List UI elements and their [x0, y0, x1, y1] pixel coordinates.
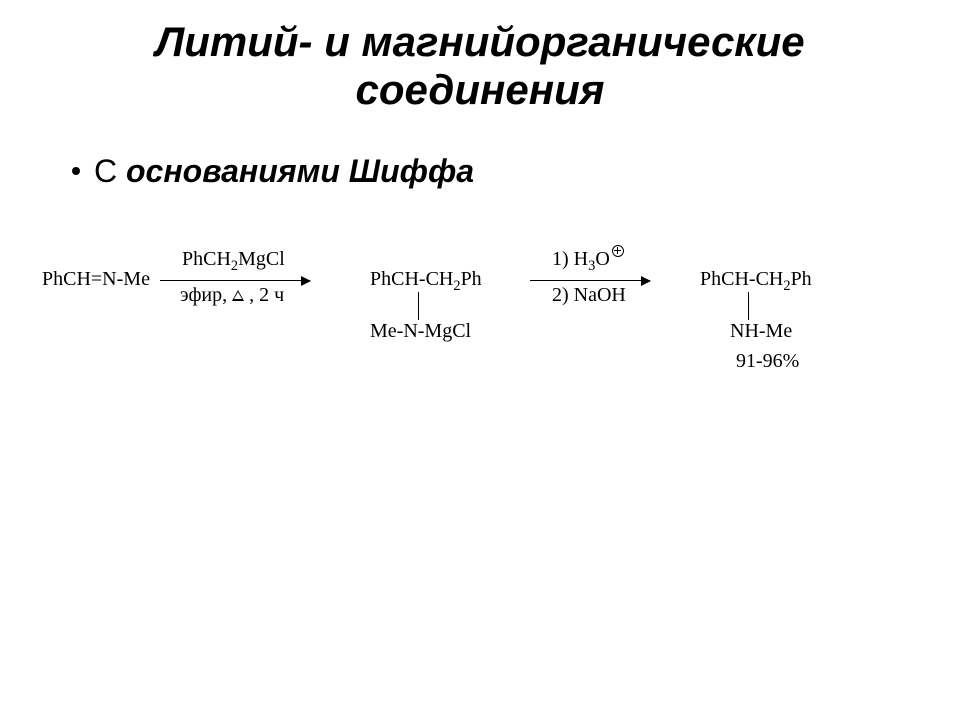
intermediate-top-sub: 2 [453, 278, 460, 294]
bullet-lead: С [94, 153, 126, 189]
bullet-dot-icon [72, 167, 80, 175]
oplus-charge-icon [612, 245, 624, 257]
arrow2-top-label: 1) H3O [552, 248, 624, 271]
reaction-arrow-1 [160, 280, 310, 281]
arrow1-top-prefix: PhCH [182, 248, 231, 270]
slide: Литий- и магнийорганические соединения С… [0, 0, 960, 720]
product-top-prefix: PhCH-CH [700, 268, 783, 290]
product-top: PhCH-CH2Ph [700, 268, 812, 291]
title-line-2: соединения [356, 66, 605, 113]
arrow2-top-mid: O [595, 248, 609, 270]
arrow2-top-prefix: 1) H [552, 248, 588, 270]
intermediate-top: PhCH-CH2Ph [370, 268, 482, 291]
arrow1-bottom-label: эфир, , 2 ч [180, 284, 284, 307]
slide-title: Литий- и магнийорганические соединения [0, 18, 960, 115]
intermediate-top-suffix: Ph [461, 268, 482, 290]
product-bond-line [748, 292, 749, 320]
arrow2-bottom-label: 2) NaOH [552, 284, 626, 307]
bullet-item: С основаниями Шиффа [72, 152, 474, 190]
product-bottom: NH-Me [730, 320, 792, 343]
arrow1-bottom-prefix: эфир, [180, 284, 232, 306]
reagent-start: PhCH=N-Me [42, 268, 150, 291]
heat-triangle-icon [232, 290, 244, 301]
intermediate-top-prefix: PhCH-CH [370, 268, 453, 290]
intermediate-bond-line [418, 292, 419, 320]
yield-label: 91-96% [736, 350, 799, 373]
title-line-1: Литий- и магнийорганические [155, 18, 804, 65]
arrow1-top-suffix: MgCl [238, 248, 285, 270]
reaction-arrow-2 [530, 280, 650, 281]
bullet-emphasis: основаниями Шиффа [126, 153, 474, 189]
arrow1-bottom-suffix: , 2 ч [244, 284, 284, 306]
product-top-suffix: Ph [791, 268, 812, 290]
product-top-sub: 2 [783, 278, 790, 294]
intermediate-bottom: Me-N-MgCl [370, 320, 471, 343]
arrow1-top-label: PhCH2MgCl [182, 248, 285, 271]
